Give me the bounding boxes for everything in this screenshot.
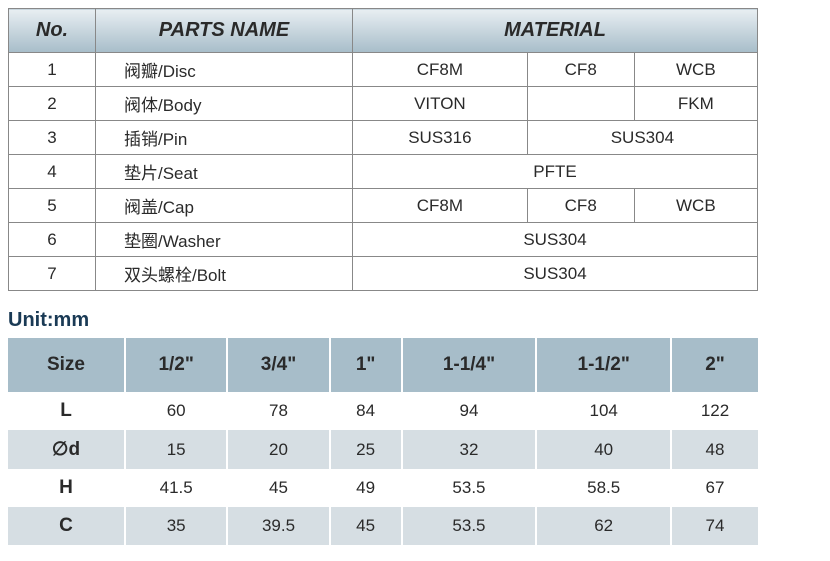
parts-cell-material: CF8 bbox=[527, 189, 634, 223]
parts-row: 7双头螺栓/BoltSUS304 bbox=[9, 257, 758, 291]
unit-label: Unit:mm bbox=[8, 309, 830, 332]
dim-row-label: H bbox=[8, 469, 125, 507]
dimensions-table: Size1/2"3/4"1"1-1/4"1-1/2"2" L6078849410… bbox=[8, 338, 758, 545]
dim-cell: 62 bbox=[536, 507, 671, 545]
parts-cell-no: 7 bbox=[9, 257, 96, 291]
dim-cell: 15 bbox=[125, 430, 227, 469]
dim-cell: 74 bbox=[671, 507, 758, 545]
parts-cell-name: 阀体/Body bbox=[96, 87, 353, 121]
parts-cell-material: PFTE bbox=[353, 155, 758, 189]
dim-header-col: 1" bbox=[330, 338, 402, 392]
dim-cell: 53.5 bbox=[402, 507, 537, 545]
parts-cell-name: 垫圈/Washer bbox=[96, 223, 353, 257]
dim-row: H41.5454953.558.567 bbox=[8, 469, 758, 507]
dim-cell: 53.5 bbox=[402, 469, 537, 507]
parts-row: 4垫片/SeatPFTE bbox=[9, 155, 758, 189]
dim-cell: 67 bbox=[671, 469, 758, 507]
parts-cell-name: 阀盖/Cap bbox=[96, 189, 353, 223]
parts-row: 2阀体/BodyVITON FKM bbox=[9, 87, 758, 121]
dim-header-col: 1-1/2" bbox=[536, 338, 671, 392]
parts-cell-name: 垫片/Seat bbox=[96, 155, 353, 189]
dim-cell: 94 bbox=[402, 392, 537, 430]
parts-cell-no: 5 bbox=[9, 189, 96, 223]
dim-cell: 40 bbox=[536, 430, 671, 469]
parts-cell-material bbox=[527, 87, 634, 121]
parts-cell-name: 插销/Pin bbox=[96, 121, 353, 155]
parts-cell-material: CF8 bbox=[527, 53, 634, 87]
dim-cell: 104 bbox=[536, 392, 671, 430]
dim-cell: 122 bbox=[671, 392, 758, 430]
dim-cell: 32 bbox=[402, 430, 537, 469]
parts-cell-material: CF8M bbox=[353, 53, 528, 87]
dim-cell: 20 bbox=[227, 430, 329, 469]
dim-cell: 45 bbox=[330, 507, 402, 545]
parts-cell-no: 1 bbox=[9, 53, 96, 87]
dim-header-col: 2" bbox=[671, 338, 758, 392]
parts-cell-material: WCB bbox=[634, 53, 757, 87]
parts-table: No. PARTS NAME MATERIAL 1阀瓣/DiscCF8MCF8W… bbox=[8, 8, 758, 291]
parts-header-name: PARTS NAME bbox=[96, 9, 353, 53]
dim-cell: 25 bbox=[330, 430, 402, 469]
parts-cell-material: VITON bbox=[353, 87, 528, 121]
dim-row-label: L bbox=[8, 392, 125, 430]
dim-header-row: Size1/2"3/4"1"1-1/4"1-1/2"2" bbox=[8, 338, 758, 392]
parts-cell-material: WCB bbox=[634, 189, 757, 223]
dim-header-col: 1/2" bbox=[125, 338, 227, 392]
parts-cell-material: CF8M bbox=[353, 189, 528, 223]
dim-cell: 41.5 bbox=[125, 469, 227, 507]
parts-cell-material: SUS304 bbox=[353, 223, 758, 257]
dim-cell: 48 bbox=[671, 430, 758, 469]
parts-cell-no: 2 bbox=[9, 87, 96, 121]
parts-cell-name: 双头螺栓/Bolt bbox=[96, 257, 353, 291]
dim-cell: 45 bbox=[227, 469, 329, 507]
parts-row: 6垫圈/WasherSUS304 bbox=[9, 223, 758, 257]
dim-header-size: Size bbox=[8, 338, 125, 392]
parts-cell-no: 4 bbox=[9, 155, 96, 189]
parts-cell-material: SUS304 bbox=[527, 121, 757, 155]
dim-row: ∅d152025324048 bbox=[8, 430, 758, 469]
dim-header-col: 1-1/4" bbox=[402, 338, 537, 392]
parts-cell-no: 3 bbox=[9, 121, 96, 155]
parts-cell-name: 阀瓣/Disc bbox=[96, 53, 353, 87]
dim-row-label: ∅d bbox=[8, 430, 125, 469]
dim-header-col: 3/4" bbox=[227, 338, 329, 392]
dim-row-label: C bbox=[8, 507, 125, 545]
parts-header-material: MATERIAL bbox=[353, 9, 758, 53]
dim-row: C3539.54553.56274 bbox=[8, 507, 758, 545]
parts-cell-no: 6 bbox=[9, 223, 96, 257]
dim-cell: 58.5 bbox=[536, 469, 671, 507]
parts-header-no: No. bbox=[9, 9, 96, 53]
parts-cell-material: SUS316 bbox=[353, 121, 528, 155]
dim-table-body: L60788494104122∅d152025324048H41.5454953… bbox=[8, 392, 758, 545]
parts-row: 1阀瓣/DiscCF8MCF8WCB bbox=[9, 53, 758, 87]
parts-row: 3插销/PinSUS316SUS304 bbox=[9, 121, 758, 155]
dim-cell: 78 bbox=[227, 392, 329, 430]
parts-cell-material: FKM bbox=[634, 87, 757, 121]
parts-row: 5阀盖/CapCF8MCF8WCB bbox=[9, 189, 758, 223]
dim-cell: 39.5 bbox=[227, 507, 329, 545]
dim-cell: 49 bbox=[330, 469, 402, 507]
dim-cell: 60 bbox=[125, 392, 227, 430]
dim-row: L60788494104122 bbox=[8, 392, 758, 430]
parts-cell-material: SUS304 bbox=[353, 257, 758, 291]
dim-cell: 35 bbox=[125, 507, 227, 545]
dim-cell: 84 bbox=[330, 392, 402, 430]
parts-table-body: 1阀瓣/DiscCF8MCF8WCB2阀体/BodyVITONFKM3插销/Pi… bbox=[9, 53, 758, 291]
